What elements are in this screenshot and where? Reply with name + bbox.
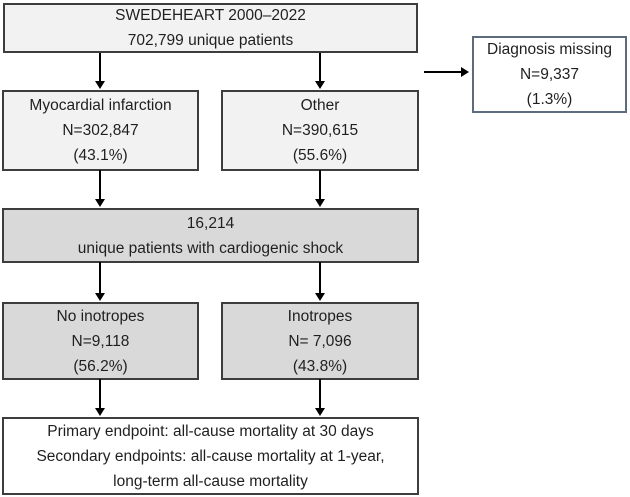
arrow-shock-to-no-inotropes-icon xyxy=(94,262,106,301)
arrow-swedeheart-to-other-icon xyxy=(314,53,326,89)
box-no-inotropes: No inotropes N=9,118 (56.2%) xyxy=(2,302,199,380)
arrow-swedeheart-to-mi-icon xyxy=(94,53,106,89)
arrow-to-diagnosis-missing-icon xyxy=(424,66,469,78)
box-line: N=9,337 xyxy=(519,66,580,83)
arrow-mi-to-shock-icon xyxy=(94,170,106,207)
arrow-no-inotropes-to-endpoints-icon xyxy=(94,379,106,416)
box-line: Diagnosis missing xyxy=(487,41,612,58)
box-endpoints: Primary endpoint: all-cause mortality at… xyxy=(2,417,419,495)
box-line: N=9,118 xyxy=(71,332,130,350)
box-other-diagnosis: Other N=390,615 (55.6%) xyxy=(221,90,419,171)
box-swedeheart-cohort: SWEDEHEART 2000–2022 702,799 unique pati… xyxy=(3,3,418,53)
box-line: unique patients with cardiogenic shock xyxy=(77,239,344,257)
box-line: (43.1%) xyxy=(73,147,128,164)
box-line: Myocardial infarction xyxy=(29,97,172,114)
box-line: (43.8%) xyxy=(292,357,348,375)
box-line: 16,214 xyxy=(186,214,235,232)
box-line: Secondary endpoints: all-cause mortality… xyxy=(36,447,385,465)
box-myocardial-infarction: Myocardial infarction N=302,847 (43.1%) xyxy=(2,90,199,171)
arrow-other-to-shock-icon xyxy=(314,170,326,207)
box-line: SWEDEHEART 2000–2022 xyxy=(115,7,306,24)
box-inotropes: Inotropes N= 7,096 (43.8%) xyxy=(221,302,419,380)
box-line: N=302,847 xyxy=(62,122,139,139)
box-line: (55.6%) xyxy=(292,147,348,164)
box-cardiogenic-shock: 16,214 unique patients with cardiogenic … xyxy=(2,208,419,263)
box-line: N=390,615 xyxy=(281,122,359,139)
arrow-shock-to-inotropes-icon xyxy=(314,262,326,301)
box-line: Other xyxy=(300,97,340,114)
box-line: (56.2%) xyxy=(73,357,128,375)
box-line: long-term all-cause mortality xyxy=(113,472,308,490)
arrow-inotropes-to-endpoints-icon xyxy=(314,379,326,416)
box-line: No inotropes xyxy=(56,307,145,325)
box-line: (1.3%) xyxy=(526,91,573,108)
box-diagnosis-missing: Diagnosis missing N=9,337 (1.3%) xyxy=(472,36,627,113)
box-line: Inotropes xyxy=(287,307,353,325)
box-line: N= 7,096 xyxy=(288,332,352,350)
box-line: 702,799 unique patients xyxy=(127,32,294,49)
box-line: Primary endpoint: all-cause mortality at… xyxy=(47,422,374,440)
